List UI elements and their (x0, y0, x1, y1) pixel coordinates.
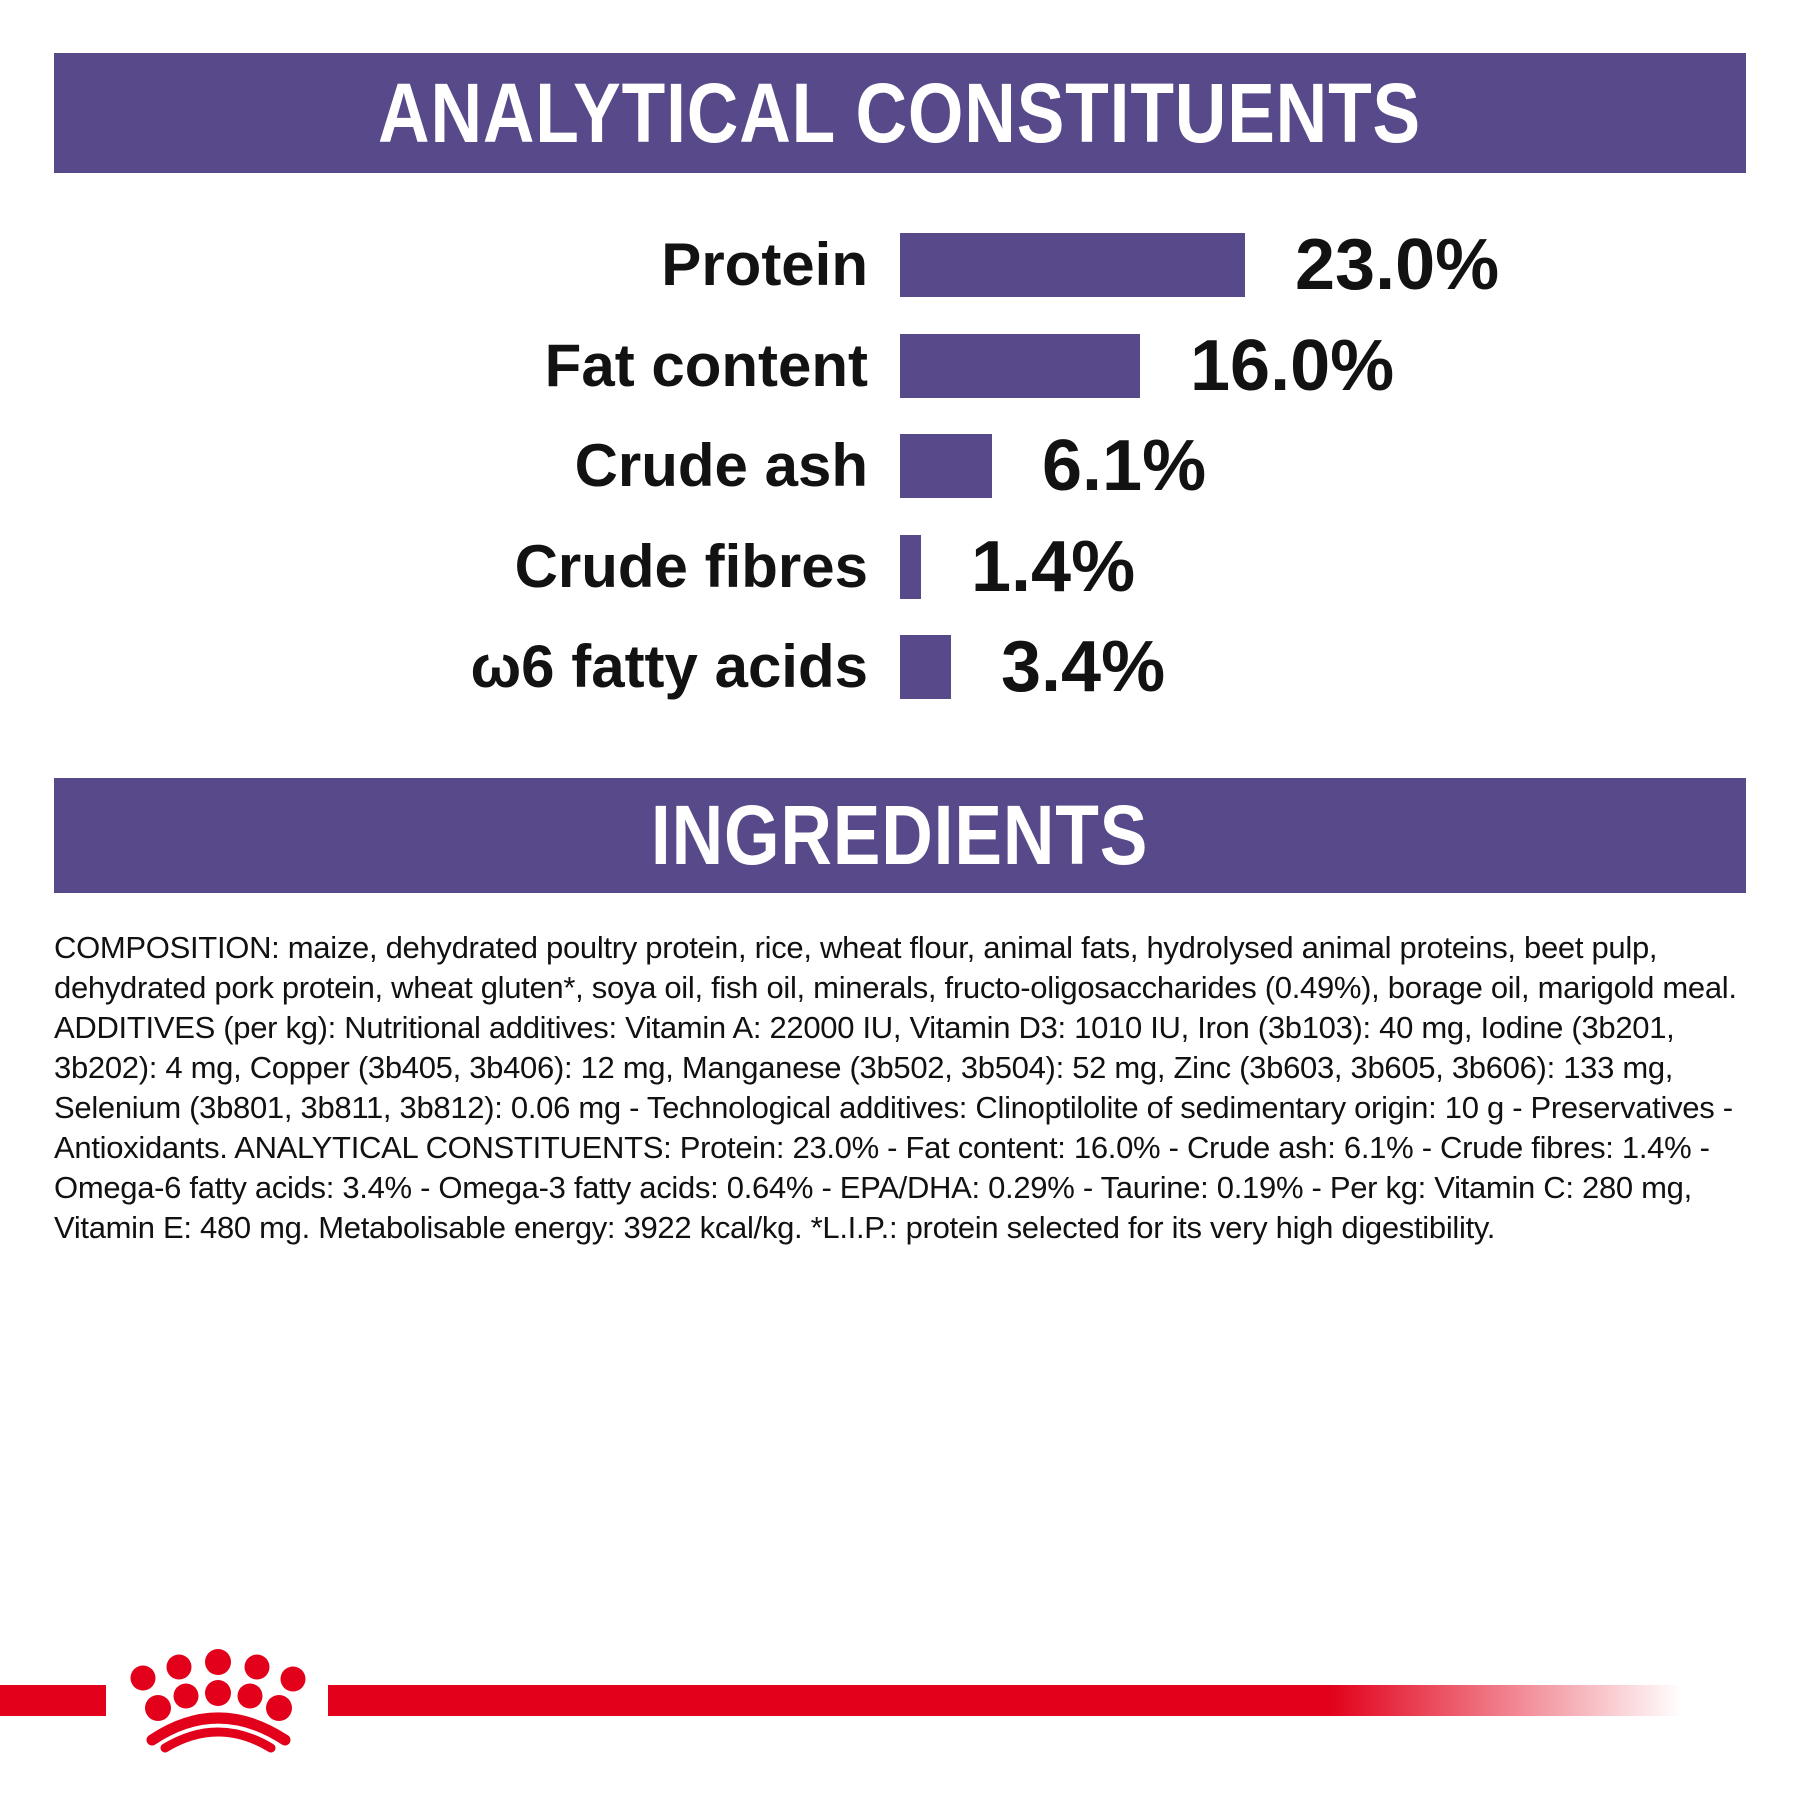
bar-value: 6.1% (1042, 426, 1207, 506)
chart-row: Crude fibres 1.4% (0, 527, 1800, 607)
bar-value: 16.0% (1190, 326, 1395, 406)
bar-value: 3.4% (1001, 627, 1166, 707)
bar-value: 23.0% (1295, 225, 1500, 305)
bar-label: Crude fibres (514, 533, 868, 600)
ingredients-banner: INGREDIENTS (54, 778, 1746, 893)
bar-label: Crude ash (574, 432, 868, 499)
analytical-constituents-bar-chart: Protein 23.0% Fat content 16.0% Crude ash 6.1… (0, 0, 1800, 760)
bar (900, 434, 992, 498)
chart-row: ω6 fatty acids 3.4% (0, 627, 1800, 707)
analytical-constituents-banner: ANALYTICAL CONSTITUENTS (54, 53, 1746, 173)
bar-label: ω6 fatty acids (470, 633, 869, 700)
chart-row: Protein 23.0% (0, 225, 1800, 305)
bar-label: Fat content (544, 332, 868, 399)
bar (900, 635, 951, 699)
bar (900, 233, 1245, 297)
chart-row: Fat content 16.0% (0, 326, 1800, 406)
ingredients-title: INGREDIENTS (651, 788, 1149, 882)
composition-text: COMPOSITION: maize, dehydrated poultry p… (54, 930, 1737, 1245)
bar (900, 334, 1140, 398)
royal-canin-crown-logo (130, 1649, 306, 1753)
chart-row: Crude ash 6.1% (0, 426, 1800, 506)
bar-value: 1.4% (971, 527, 1136, 607)
bar (900, 535, 921, 599)
analytical-constituents-title: ANALYTICAL CONSTITUENTS (378, 65, 1422, 160)
bar-label: Protein (661, 231, 868, 298)
